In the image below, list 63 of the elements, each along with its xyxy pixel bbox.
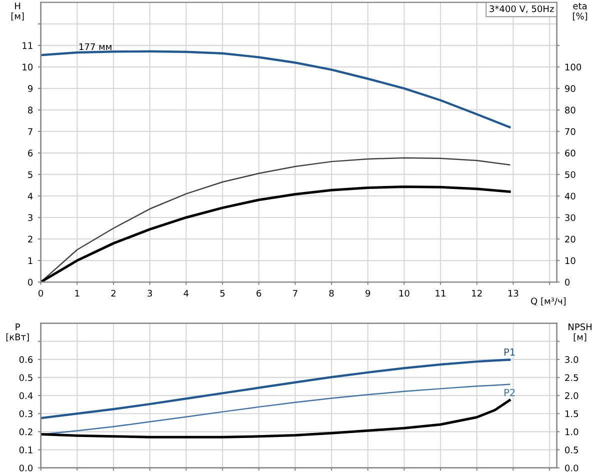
y-axis-title: P [кВт] <box>6 324 29 342</box>
y-tick-label: 0.6 <box>19 356 33 363</box>
y-tick-label: 0.0 <box>19 464 33 472</box>
y2-tick-label: 90 <box>565 85 576 92</box>
x-tick-label: 8 <box>329 290 334 297</box>
x-tick-label: 4 <box>184 290 189 297</box>
y-tick-label: 11 <box>22 42 32 49</box>
y2-tick-label: 70 <box>565 128 576 135</box>
x-axis-title: Q [м³/ч] <box>531 297 566 306</box>
y2-axis-title: eta [%] <box>572 2 588 21</box>
x-tick-label: 2 <box>111 290 116 297</box>
y2-tick-label: 0 <box>565 278 570 286</box>
y-tick-label: 3 <box>28 214 32 222</box>
y-tick-label: 4 <box>28 192 33 200</box>
y2-tick-label: 60 <box>565 150 576 157</box>
y2-tick-label: 2.5 <box>565 374 578 382</box>
y-tick-label: 0.2 <box>19 428 32 436</box>
y2-tick-label: 40 <box>564 192 576 200</box>
y-tick-label: 1 <box>28 257 32 264</box>
y2-tick-label: 20 <box>565 236 576 243</box>
y2-tick-label: 100 <box>565 64 582 70</box>
y-tick-label: 2 <box>28 236 32 242</box>
x-tick-label: 10 <box>399 290 410 297</box>
y2-tick-label: 50 <box>565 171 576 178</box>
x-tick-label: 13 <box>508 290 518 297</box>
y-tick-label: 0.3 <box>19 410 32 418</box>
y-tick-label: 0 <box>28 278 33 286</box>
y-tick-label: 8 <box>28 106 33 114</box>
y-tick-label: 5 <box>28 171 32 178</box>
y-tick-label: 0.4 <box>19 392 33 400</box>
y2-tick-label: 1.5 <box>565 410 578 418</box>
line-series <box>40 185 511 282</box>
y2-axis-title: NPSH [м] <box>568 323 592 342</box>
y-tick-label: 10 <box>22 64 33 70</box>
y-tick-label: 7 <box>28 128 32 135</box>
y2-tick-label: 1.0 <box>565 428 578 436</box>
annotation: 177 мм <box>79 43 112 50</box>
y2-tick-label: 0.0 <box>565 464 578 472</box>
series-label: P2 <box>504 388 515 396</box>
y2-tick-label: 10 <box>565 257 576 264</box>
y-tick-label: 0.1 <box>19 446 32 454</box>
x-tick-label: 3 <box>148 290 152 297</box>
x-tick-label: 5 <box>220 290 225 297</box>
y-tick-label: 0.5 <box>19 374 32 382</box>
y2-tick-label: 80 <box>565 106 576 114</box>
series-label: P1 <box>504 348 515 356</box>
y2-tick-label: 30 <box>565 214 576 222</box>
y2-tick-label: 0.5 <box>565 446 578 454</box>
x-tick-label: 11 <box>436 290 446 297</box>
annotation: 3*400 V, 50Hz <box>490 5 554 14</box>
y2-tick-label: 2.0 <box>565 392 578 400</box>
y-tick-label: 6 <box>28 150 33 157</box>
line-series <box>40 50 511 128</box>
x-tick-label: 1 <box>75 290 80 297</box>
x-tick-label: 6 <box>256 290 262 297</box>
y2-tick-label: 3.0 <box>565 356 578 363</box>
x-tick-label: 0 <box>38 290 44 297</box>
x-tick-label: 12 <box>472 290 482 297</box>
line-series <box>40 399 511 438</box>
y-axis-title: H [м] <box>11 2 24 21</box>
x-tick-label: 7 <box>293 290 298 297</box>
x-tick-label: 9 <box>366 290 370 297</box>
y-tick-label: 9 <box>28 85 33 92</box>
